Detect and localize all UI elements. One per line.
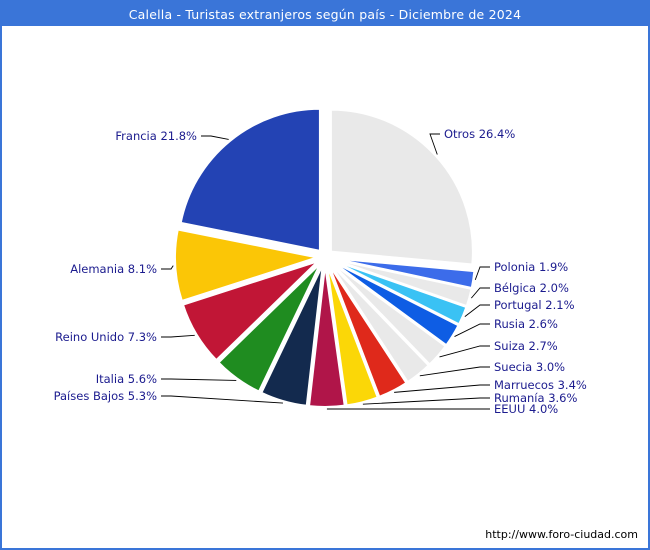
slice-label-polonia: Polonia 1.9% — [494, 260, 568, 274]
slice-label-paises-bajos: Países Bajos 5.3% — [54, 389, 157, 403]
pie-slice-portugal — [331, 259, 468, 326]
pie-slice-suiza — [330, 261, 447, 366]
slice-label-reino-unido: Reino Unido 7.3% — [55, 330, 157, 344]
pie-slice-reino-unido — [181, 260, 319, 362]
leader-line-francia — [201, 135, 229, 140]
chart-title: Calella - Turistas extranjeros según paí… — [128, 6, 522, 22]
leader-line-polonia — [474, 266, 490, 281]
leader-line-portugal — [464, 304, 490, 317]
slice-label-suiza: Suiza 2.7% — [494, 339, 558, 353]
slice-label-otros: Otros 26.4% — [444, 127, 515, 141]
slice-label-francia: Francia 21.8% — [115, 129, 197, 143]
pie-slice-suecia — [329, 262, 431, 384]
pie-slice-marruecos — [327, 263, 408, 399]
leader-line-suiza — [439, 345, 490, 358]
slice-label-suecia: Suecia 3.0% — [494, 360, 565, 374]
pie-slice-italia — [217, 262, 322, 393]
leader-line-marruecos — [394, 384, 490, 393]
leader-line-italia — [161, 378, 237, 381]
slice-label-rusia: Rusia 2.6% — [494, 317, 558, 331]
title-bar: Calella - Turistas extranjeros según paí… — [2, 2, 648, 26]
leader-line-alemania — [161, 265, 174, 270]
leader-line-belgica — [470, 287, 490, 299]
footer-url: http://www.foro-ciudad.com — [485, 528, 638, 541]
leader-line-paises-bajos — [161, 395, 283, 404]
pie-slice-eeuu — [307, 264, 346, 408]
slice-label-rumania: Rumanía 3.6% — [494, 391, 577, 405]
pie-slice-rumania — [326, 264, 379, 407]
leader-line-rumania — [362, 397, 490, 405]
pie-slice-rusia — [331, 260, 460, 347]
slice-label-italia: Italia 5.6% — [96, 372, 157, 386]
leader-line-reino-unido — [161, 334, 195, 338]
slice-label-portugal: Portugal 2.1% — [494, 298, 575, 312]
leader-line-otros — [429, 133, 440, 155]
pie-slice-paises-bajos — [260, 264, 324, 407]
pie-slice-alemania — [174, 228, 321, 303]
slice-label-marruecos: Marruecos 3.4% — [494, 378, 587, 392]
slice-label-alemania: Alemania 8.1% — [70, 262, 157, 276]
slice-label-eeuu: EEUU 4.0% — [494, 402, 558, 416]
pie-slice-belgica — [332, 258, 473, 308]
pie-slice-francia — [179, 107, 321, 253]
leader-line-rusia — [454, 323, 490, 337]
pie-slice-otros — [329, 108, 474, 266]
leader-line-suecia — [419, 366, 490, 377]
slice-label-belgica: Bélgica 2.0% — [494, 281, 569, 295]
